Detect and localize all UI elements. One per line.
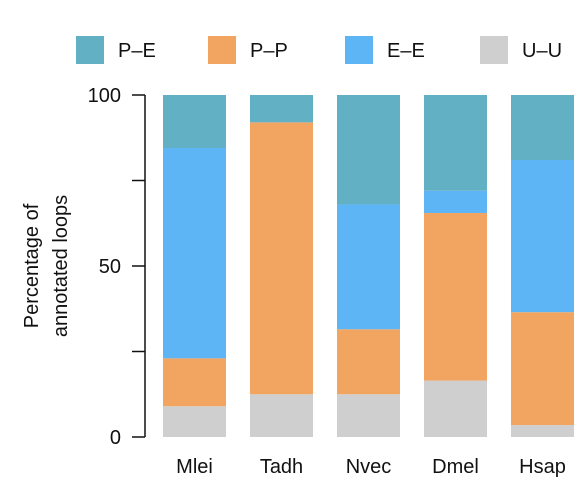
- bar-mlei-e-e: [163, 148, 226, 359]
- legend: P–E P–P E–E U–U: [76, 36, 562, 64]
- y-axis-label-line-1: Percentage of: [21, 203, 43, 328]
- bar-dmel-e-e: [424, 190, 487, 213]
- bar-nvec-p-p: [337, 329, 400, 395]
- legend-swatch-e-e: [345, 36, 373, 64]
- legend-item-p-p: P–P: [208, 36, 288, 64]
- legend-item-e-e: E–E: [345, 36, 425, 64]
- legend-item-u-u: U–U: [480, 36, 562, 64]
- legend-item-p-e: P–E: [76, 36, 156, 64]
- x-tick-label-dmel: Dmel: [432, 456, 479, 478]
- legend-label-u-u: U–U: [522, 40, 562, 62]
- bar-hsap-p-e: [511, 95, 574, 160]
- legend-swatch-u-u: [480, 36, 508, 64]
- x-tick-label-tadh: Tadh: [260, 456, 303, 478]
- y-tick-label-0: 0: [110, 427, 121, 449]
- bar-group-tadh: [250, 95, 313, 437]
- bar-dmel-p-p: [424, 212, 487, 381]
- bar-mlei-p-e: [163, 95, 226, 149]
- y-axis: 0 50 100: [88, 85, 146, 449]
- bar-dmel-u-u: [424, 380, 487, 437]
- legend-label-e-e: E–E: [387, 40, 425, 62]
- y-axis-label-line-2: annotated loops: [50, 195, 72, 337]
- y-tick-label-50: 50: [99, 256, 121, 278]
- bars: [163, 95, 574, 437]
- bar-group-dmel: [424, 95, 487, 437]
- y-axis-label: Percentage of annotated loops: [21, 195, 72, 337]
- bar-group-hsap: [511, 95, 574, 437]
- bar-nvec-p-e: [337, 95, 400, 205]
- bar-tadh-u-u: [250, 394, 313, 437]
- bar-hsap-e-e: [511, 159, 574, 313]
- x-tick-label-mlei: Mlei: [176, 456, 213, 478]
- bar-mlei-p-p: [163, 358, 226, 407]
- legend-swatch-p-p: [208, 36, 236, 64]
- bar-tadh-p-p: [250, 122, 313, 395]
- bar-hsap-p-p: [511, 312, 574, 426]
- bar-hsap-u-u: [511, 425, 574, 437]
- legend-label-p-p: P–P: [250, 40, 288, 62]
- bar-group-mlei: [163, 95, 226, 437]
- x-axis-tick-labels: Mlei Tadh Nvec Dmel Hsap: [176, 456, 566, 478]
- bar-tadh-p-e: [250, 95, 313, 123]
- bar-dmel-p-e: [424, 95, 487, 191]
- bar-nvec-e-e: [337, 204, 400, 330]
- legend-label-p-e: P–E: [118, 40, 156, 62]
- legend-swatch-p-e: [76, 36, 104, 64]
- bar-nvec-u-u: [337, 394, 400, 437]
- y-tick-label-100: 100: [88, 85, 121, 107]
- bar-mlei-u-u: [163, 406, 226, 437]
- x-tick-label-hsap: Hsap: [519, 456, 566, 478]
- bar-group-nvec: [337, 95, 400, 437]
- x-tick-label-nvec: Nvec: [346, 456, 392, 478]
